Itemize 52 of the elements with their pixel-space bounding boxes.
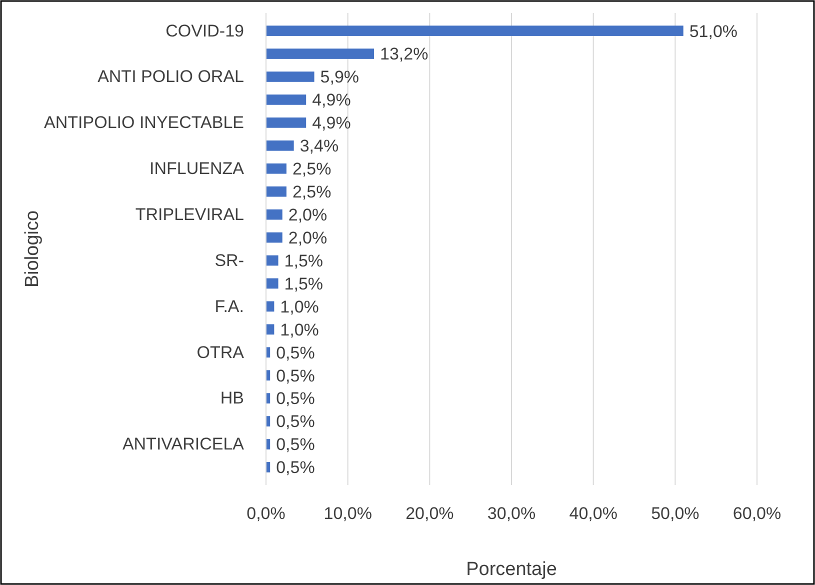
bar [266, 163, 286, 174]
data-label: 4,9% [312, 90, 351, 110]
data-label: 2,5% [292, 160, 332, 179]
y-tick-label: ANTIPOLIO INYECTABLE [44, 113, 244, 132]
y-tick-label: SR- [214, 250, 244, 270]
x-tick-label: 40,0% [569, 504, 618, 524]
data-label: 13,2% [380, 44, 428, 64]
data-label: 0,5% [276, 389, 315, 408]
data-label: 1,5% [284, 274, 324, 294]
x-tick-label: 60,0% [732, 504, 782, 524]
data-label: 1,0% [280, 320, 319, 340]
bar [266, 48, 374, 59]
bar [266, 186, 286, 197]
data-label: 0,5% [276, 343, 315, 362]
data-label: 5,9% [320, 68, 360, 87]
bar [266, 255, 278, 266]
x-tick-label: 50,0% [651, 504, 700, 524]
bar [266, 72, 314, 82]
data-label: 0,5% [276, 435, 315, 454]
bar [266, 118, 306, 128]
y-tick-label: COVID-19 [166, 21, 244, 40]
x-axis-title: Porcentaje [466, 559, 557, 580]
data-label: 2,0% [288, 205, 328, 224]
y-tick-label: OTRA [196, 342, 245, 362]
data-label: 0,5% [276, 458, 315, 478]
data-label: 0,5% [276, 412, 315, 432]
data-label: 1,5% [284, 251, 324, 270]
data-label: 2,5% [292, 182, 332, 202]
y-tick-label: ANTI POLIO ORAL [98, 67, 244, 86]
data-label: 1,0% [280, 297, 319, 316]
data-label: 3,4% [300, 136, 339, 156]
y-tick-label: TRIPLEVIRAL [135, 204, 244, 224]
x-tick-label: 10,0% [324, 504, 372, 524]
x-tick-label: 30,0% [487, 504, 536, 524]
bar [266, 140, 294, 151]
y-tick-label: HB [220, 388, 244, 408]
y-axis-title: Biologico [22, 210, 43, 288]
x-tick-label: 0,0% [246, 504, 286, 524]
data-label: 2,0% [288, 228, 328, 248]
data-label: 4,9% [312, 114, 351, 133]
data-label: 0,5% [276, 366, 315, 386]
bar [266, 324, 274, 335]
y-tick-label: INFLUENZA [150, 159, 245, 178]
x-tick-label: 20,0% [406, 504, 454, 524]
bar [266, 278, 278, 289]
data-label: 51,0% [689, 22, 738, 41]
y-tick-label: ANTIVARICELA [122, 434, 245, 454]
bar [266, 94, 306, 105]
bar [266, 209, 282, 220]
bar [266, 232, 282, 243]
y-tick-label: F.A. [214, 296, 244, 316]
bar [266, 26, 684, 36]
